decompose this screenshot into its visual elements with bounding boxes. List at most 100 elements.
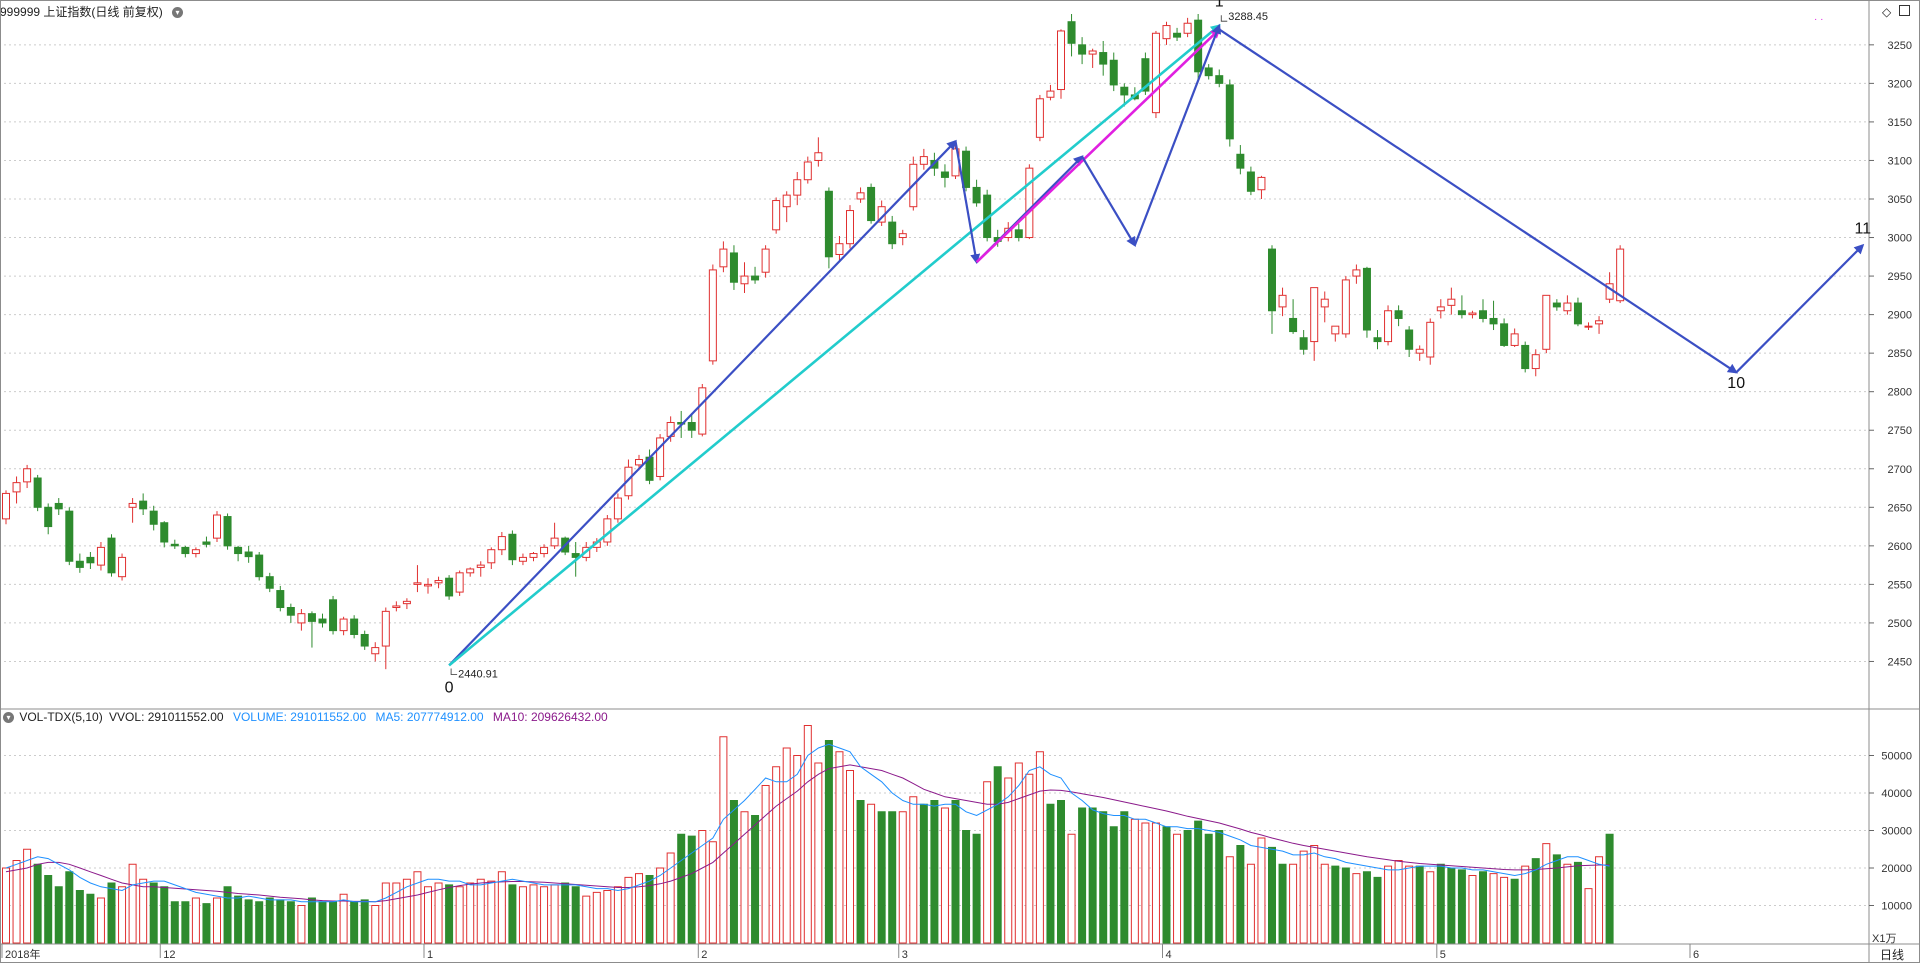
candle-body (1173, 32, 1182, 38)
volume-bar (360, 899, 369, 944)
volume-bar (413, 871, 422, 944)
volume-bar (635, 873, 643, 944)
volume-bar (793, 755, 802, 944)
volume-bar (1004, 777, 1013, 944)
candle (782, 191, 791, 223)
candle-body (265, 576, 274, 589)
candle-body (107, 537, 116, 574)
candle (550, 522, 559, 549)
volume-bar (1194, 820, 1203, 944)
candle-body (149, 510, 158, 525)
candle-body (1225, 84, 1234, 140)
volume-bar (213, 897, 221, 944)
candle-body (1521, 344, 1530, 370)
candle-body (740, 275, 749, 285)
volume-bar (286, 901, 295, 944)
candle (1141, 52, 1150, 95)
candle-body (191, 549, 200, 555)
price-tick-label: 2900 (1888, 310, 1912, 322)
candle-body (1331, 325, 1340, 335)
wave-line (1218, 28, 1738, 374)
price-tick-label: 2700 (1888, 464, 1912, 476)
candle-body (424, 583, 432, 587)
volume-bar (1415, 865, 1424, 944)
volume-bar (835, 751, 844, 944)
volume-bar (740, 811, 749, 944)
candle-body (867, 186, 876, 222)
candle (286, 603, 295, 623)
candle (497, 531, 506, 556)
candle (149, 505, 158, 531)
volume-bar (1130, 818, 1139, 944)
price-tick-label: 2950 (1888, 271, 1912, 283)
candle (1025, 164, 1034, 240)
candle-body (466, 568, 475, 574)
candle-body (1436, 306, 1445, 312)
price-tick-label: 2800 (1888, 387, 1912, 399)
chart-title-bar: 999999 上证指数(日线 前复权) ▾ (0, 3, 189, 20)
candle (487, 547, 496, 569)
volume-bar (445, 884, 454, 944)
volume-bar (1341, 867, 1350, 944)
symbol-title[interactable]: 999999 上证指数(日线 前复权) (0, 5, 163, 19)
candle-body (1057, 30, 1065, 91)
candle (1320, 291, 1329, 323)
candle-body (624, 466, 633, 497)
volume-bar (729, 800, 738, 944)
vvol-value: VVOL: 291011552.00 (109, 710, 224, 724)
candle (719, 241, 728, 273)
chevron-down-icon[interactable]: ▾ (172, 7, 184, 19)
volume-bar (529, 884, 538, 944)
candle (96, 541, 105, 571)
candle (1246, 166, 1255, 196)
volume-bar (1109, 826, 1118, 944)
candle-body (1531, 354, 1540, 370)
candle-body (33, 477, 42, 508)
wave-count-label: 1 (1215, 0, 1224, 10)
volume-bar (1320, 863, 1329, 944)
indicator-name[interactable]: VOL-TDX(5,10) (19, 710, 103, 724)
candle-body (65, 510, 74, 562)
volume-bar (1542, 843, 1551, 944)
wave-line (954, 140, 981, 265)
price-tick-label: 2450 (1888, 656, 1912, 668)
candle (44, 503, 53, 535)
candle-body (1384, 310, 1393, 343)
volume-bar (1479, 871, 1487, 944)
diamond-icon[interactable]: ◇ (1882, 5, 1892, 19)
candle (1078, 37, 1087, 65)
candle (940, 164, 949, 188)
volume-bar (1521, 865, 1530, 944)
volume-bar (1563, 863, 1572, 944)
volume-bar (118, 886, 127, 944)
period-label[interactable]: 日线 (1880, 948, 1905, 962)
volume-bar (772, 766, 781, 944)
candle (613, 493, 622, 523)
volume-bar (1236, 845, 1245, 944)
candle (1257, 175, 1266, 199)
volume-bar (1099, 811, 1108, 944)
volume-bar (466, 882, 475, 944)
candle-body (708, 269, 717, 362)
volume-bar (867, 803, 876, 944)
candle (318, 613, 327, 628)
volume-bar (128, 863, 137, 944)
volume-bar (1457, 869, 1466, 944)
candle (1310, 287, 1319, 361)
volume-bar (33, 863, 42, 944)
legend-dots: · · (1814, 14, 1824, 25)
volume-bar (540, 886, 549, 944)
candle (139, 493, 148, 516)
candle-body (1405, 329, 1414, 350)
candle (65, 507, 74, 566)
candle-body (635, 459, 643, 466)
candle-body (75, 560, 84, 568)
volume-bar (244, 899, 253, 944)
volume-bar (149, 882, 158, 944)
chevron-down-icon[interactable]: ▾ (3, 712, 14, 724)
candle-body (1120, 86, 1129, 96)
date-tick-label: 2 (701, 949, 707, 961)
candle-body (550, 537, 559, 547)
window-mode-icon[interactable] (1898, 5, 1910, 16)
